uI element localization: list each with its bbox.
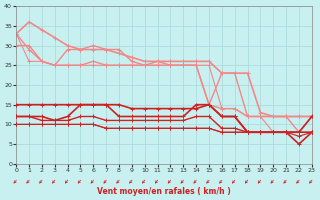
X-axis label: Vent moyen/en rafales ( km/h ): Vent moyen/en rafales ( km/h ) <box>97 187 231 196</box>
